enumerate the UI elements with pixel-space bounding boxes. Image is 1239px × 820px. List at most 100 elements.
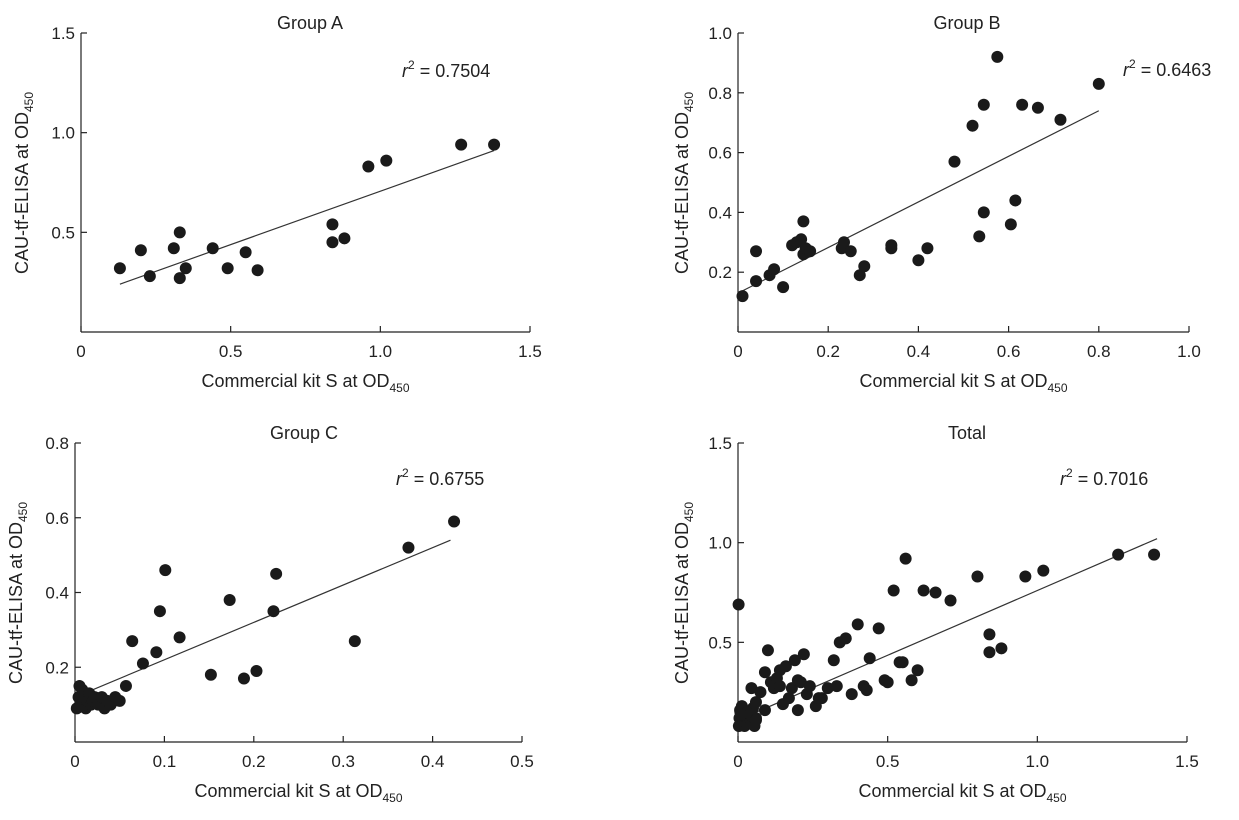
y-tick-label: 0.2 xyxy=(45,658,69,677)
y-tick-label: 0.5 xyxy=(708,633,732,652)
x-tick-label: 1.5 xyxy=(1175,752,1199,771)
y-tick-label: 0.4 xyxy=(708,203,732,222)
y-axis-label-subscript: 450 xyxy=(16,502,30,522)
data-point xyxy=(455,138,468,151)
x-axis-label: Commercial kit S at OD450 xyxy=(194,781,402,805)
r-squared-superscript: 2 xyxy=(1066,466,1073,480)
data-point xyxy=(251,264,264,277)
data-point xyxy=(749,696,762,709)
data-point xyxy=(239,246,252,259)
x-axis-label: Commercial kit S at OD450 xyxy=(859,371,1067,395)
data-point xyxy=(326,236,339,249)
r-squared-value: = 0.6463 xyxy=(1136,60,1212,80)
data-point xyxy=(791,704,804,717)
r-squared-value: = 0.6755 xyxy=(409,469,485,489)
r-squared-annotation: r2 = 0.7016 xyxy=(1060,466,1148,489)
data-point xyxy=(899,552,912,565)
r-squared-superscript: 2 xyxy=(402,466,409,480)
data-point xyxy=(983,646,996,659)
y-tick-label: 0.8 xyxy=(708,84,732,103)
data-point xyxy=(983,628,996,641)
data-point xyxy=(750,245,763,258)
data-point xyxy=(911,664,924,677)
x-tick-label: 0 xyxy=(76,342,85,361)
y-axis-label: CAU-tf-ELISA at OD450 xyxy=(12,92,36,274)
data-point xyxy=(362,160,375,173)
data-point xyxy=(803,680,816,693)
data-point xyxy=(845,688,858,701)
y-axis-label: CAU-tf-ELISA at OD450 xyxy=(6,502,30,684)
data-point xyxy=(782,692,795,705)
r-squared-annotation: r2 = 0.6755 xyxy=(396,466,484,489)
x-tick-label: 0.4 xyxy=(907,342,931,361)
x-tick-label: 1.5 xyxy=(518,342,542,361)
data-point xyxy=(758,666,771,679)
x-axis-label-subscript: 450 xyxy=(1048,381,1068,395)
r-squared-value: = 0.7504 xyxy=(415,61,491,81)
data-point xyxy=(488,138,501,151)
data-point xyxy=(1019,570,1032,583)
chart-panel-group-c: 0 0.1 0.2 0.3 0.4 0.5 0.2 0.4 0.6 0.8 Group C r2 = … xyxy=(6,423,534,805)
data-point xyxy=(973,230,986,243)
x-tick-label: 0 xyxy=(733,342,742,361)
data-point xyxy=(143,270,156,283)
r-squared-value: = 0.7016 xyxy=(1073,469,1149,489)
data-point xyxy=(881,676,894,689)
x-axis-label-subscript: 450 xyxy=(383,791,403,805)
data-point xyxy=(860,684,873,697)
data-point xyxy=(1009,194,1022,207)
y-tick-label: 0.4 xyxy=(45,584,69,603)
y-tick-label: 0.5 xyxy=(51,223,75,242)
data-point xyxy=(113,262,126,275)
data-point xyxy=(750,275,763,288)
data-point xyxy=(223,593,236,606)
data-point xyxy=(1112,548,1125,561)
data-point xyxy=(779,660,792,673)
data-point xyxy=(804,245,817,258)
x-tick-label: 1.0 xyxy=(1177,342,1201,361)
x-tick-label: 0.5 xyxy=(219,342,243,361)
y-axis-label-text: CAU-tf-ELISA at OD xyxy=(672,112,692,274)
data-point xyxy=(250,664,263,677)
regression-line xyxy=(737,110,1100,294)
data-point xyxy=(267,605,280,618)
data-point xyxy=(872,622,885,635)
x-axis-label-text: Commercial kit S at OD xyxy=(858,781,1046,801)
y-tick-label: 0.6 xyxy=(45,509,69,528)
data-point xyxy=(221,262,234,275)
data-point xyxy=(402,541,415,554)
x-tick-label: 0.5 xyxy=(876,752,900,771)
data-point xyxy=(812,692,825,705)
data-point xyxy=(380,154,393,167)
data-point xyxy=(173,272,186,285)
x-tick-label: 1.0 xyxy=(1026,752,1050,771)
r-squared-annotation: r2 = 0.7504 xyxy=(402,58,490,81)
data-point xyxy=(749,714,762,727)
data-point xyxy=(858,260,871,273)
y-axis-label-text: CAU-tf-ELISA at OD xyxy=(6,522,26,684)
data-point xyxy=(237,672,250,685)
x-axis-label-text: Commercial kit S at OD xyxy=(194,781,382,801)
data-point xyxy=(1054,113,1067,126)
data-point xyxy=(150,646,163,659)
data-point xyxy=(136,657,149,670)
data-point xyxy=(348,635,361,648)
r-squared-symbol: r xyxy=(1123,60,1130,80)
data-point xyxy=(204,668,217,681)
data-point xyxy=(821,682,834,695)
y-axis-label-subscript: 450 xyxy=(682,92,696,112)
data-point xyxy=(270,567,283,580)
data-point xyxy=(1037,564,1050,577)
data-point xyxy=(338,232,351,245)
data-point xyxy=(929,586,942,599)
data-point xyxy=(134,244,147,257)
data-point xyxy=(795,233,808,246)
x-tick-label: 0.4 xyxy=(421,752,445,771)
x-tick-label: 0.3 xyxy=(331,752,355,771)
y-tick-label: 1.5 xyxy=(708,434,732,453)
data-point xyxy=(896,656,909,669)
data-point xyxy=(745,682,758,695)
data-point xyxy=(754,686,767,699)
